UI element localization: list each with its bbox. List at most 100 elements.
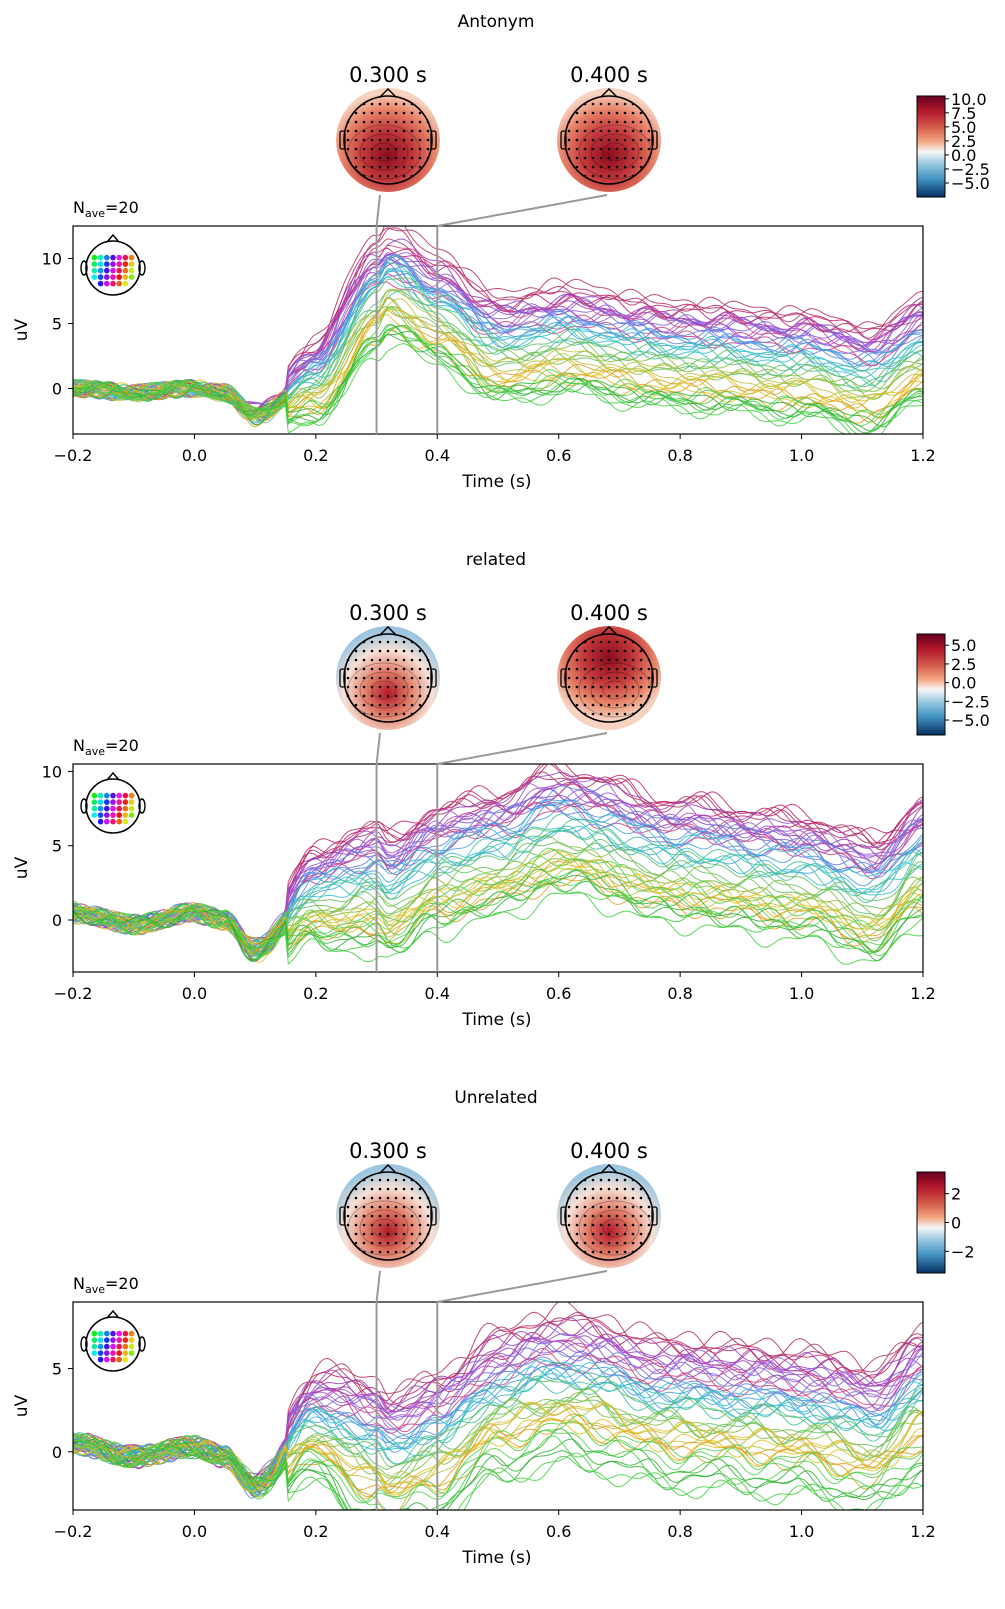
nave-sub: ave: [85, 1283, 105, 1296]
topomap-sensor: [354, 703, 358, 707]
topomap-sensor: [639, 138, 643, 142]
topomap-sensor: [591, 147, 595, 151]
colorbar-tick-label: −5.0: [951, 711, 990, 730]
topomap-contour: [590, 671, 640, 709]
topomap-sensor: [575, 111, 579, 115]
topomap-sensor: [631, 156, 635, 160]
sensor-layout-inset: [80, 771, 146, 834]
topomap-sensor: [378, 676, 382, 680]
topomap-sensor: [639, 1187, 643, 1191]
colorbar: 2 0 −2: [916, 1171, 975, 1274]
topomap-sensor: [631, 111, 635, 115]
channel-trace: [73, 1429, 923, 1504]
sensor-dot: [110, 799, 116, 805]
topomap-sensor: [599, 694, 603, 698]
channel-trace: [73, 1414, 923, 1510]
topomap-sensor: [599, 703, 603, 707]
topomap-sensor: [370, 1187, 374, 1191]
sensor-dot: [116, 1343, 122, 1350]
topomap-sensor: [394, 111, 398, 115]
topomap-sensor: [410, 1232, 414, 1236]
sensor-dot: [122, 1330, 129, 1337]
sensor-dot: [97, 267, 104, 274]
y-tick-label: 5: [52, 315, 62, 334]
sensor-dot: [128, 799, 135, 805]
topomap-sensor: [591, 1250, 595, 1254]
colorbar-tick-label: 5.0: [951, 118, 976, 137]
topomap-sensor: [402, 1241, 406, 1245]
topomap-sensor: [354, 156, 358, 160]
topomap-sensor: [410, 712, 414, 716]
sensor-dot: [116, 792, 122, 799]
topomap-sensor: [362, 676, 366, 680]
topomap-sensor: [631, 694, 635, 698]
topomap-head-outline: [564, 1171, 654, 1261]
topomap-sensor: [623, 165, 627, 169]
topomap-sensor: [346, 120, 350, 124]
topomap-sensor: [370, 165, 374, 169]
sensor-dot: [122, 812, 129, 818]
sensor-dot: [91, 799, 98, 805]
topomap-sensor: [410, 649, 414, 653]
topomap-contour: [347, 662, 421, 718]
topomap-nose: [600, 1163, 618, 1174]
topomap-sensor: [631, 712, 635, 716]
sensor-dot: [116, 818, 122, 825]
topomap-sensor: [418, 703, 422, 707]
topomap-sensor: [410, 685, 414, 689]
topomap-sensor: [354, 1205, 358, 1209]
topomap-sensor: [631, 129, 635, 133]
topomap-sensor: [631, 1250, 635, 1254]
topomap-connector: [375, 732, 381, 765]
channel-trace: [73, 777, 923, 951]
colorbar: 5.02.50.0−2.5−5.0: [916, 633, 990, 736]
topomap-sensor: [386, 1178, 390, 1182]
x-tick-label: 1.0: [789, 1522, 814, 1541]
topomap-sensor: [607, 111, 611, 115]
topomap-sensor: [599, 147, 603, 151]
topomap-sensor: [410, 147, 414, 151]
topomap-sensor: [362, 658, 366, 662]
sensor-dot: [97, 805, 104, 812]
topomap-sensor: [591, 138, 595, 142]
topomap-sensor: [410, 667, 414, 671]
topomap-sensor: [394, 1232, 398, 1236]
topomap-sensor: [631, 174, 635, 178]
topomap-sensor: [623, 1241, 627, 1245]
topomap-sensor: [402, 1196, 406, 1200]
topomap-sensor: [583, 102, 587, 106]
topomap-sensor: [354, 147, 358, 151]
topomap-sensor: [370, 120, 374, 124]
topomap-sensor: [607, 174, 611, 178]
topomap-sensor: [370, 102, 374, 106]
topomap-sensor: [378, 138, 382, 142]
topomap-sensor: [394, 1214, 398, 1218]
topomap: 0.300 s: [336, 63, 440, 192]
topomap-sensor: [599, 640, 603, 644]
topomap-sensor: [394, 1241, 398, 1245]
topomap-sensor: [370, 1214, 374, 1218]
topomap-sensor: [607, 1223, 611, 1227]
topomap-sensor: [402, 174, 406, 178]
x-tick-label: 0.8: [667, 1522, 692, 1541]
sensor-ear-left: [80, 260, 88, 276]
channel-trace: [73, 288, 923, 417]
topomap: 0.400 s: [557, 63, 661, 192]
topomap-sensor: [354, 1232, 358, 1236]
colorbar-tick-label: −5.0: [951, 174, 990, 193]
y-tick-label: 10: [42, 250, 62, 269]
channel-trace: [73, 329, 923, 420]
topomap-sensor: [567, 156, 571, 160]
topomap-sensor: [567, 685, 571, 689]
topomap-sensor: [378, 685, 382, 689]
channel-trace: [73, 868, 923, 959]
topomap-sensor: [418, 1223, 422, 1227]
sensor-dot: [91, 254, 98, 261]
topomap-sensor: [591, 165, 595, 169]
topomap-sensor: [386, 111, 390, 115]
topomap-sensor: [410, 658, 414, 662]
topomap-sensor: [362, 667, 366, 671]
topomap-sensor: [378, 1232, 382, 1236]
channel-trace: [73, 309, 923, 423]
topomap-sensor: [639, 1223, 643, 1227]
